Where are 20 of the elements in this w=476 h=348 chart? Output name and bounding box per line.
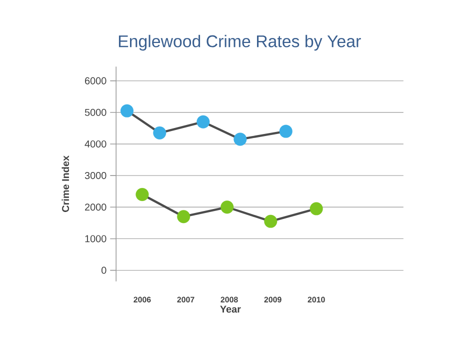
point — [177, 210, 190, 224]
y-tick-label: 5000 — [84, 108, 106, 116]
y-tick-label: 4000 — [84, 140, 106, 148]
point — [310, 202, 323, 216]
point — [136, 188, 149, 202]
point — [120, 104, 134, 118]
chart-title: Englewood Crime Rates by Year — [118, 34, 361, 51]
y-tick-label: 3000 — [84, 172, 106, 180]
point — [234, 132, 247, 146]
y-tick-label: 0 — [102, 266, 106, 274]
x-axis-title: Year — [220, 306, 241, 313]
point — [153, 126, 166, 140]
point — [196, 115, 210, 128]
point — [279, 124, 292, 138]
y-tick-label: 6000 — [85, 77, 106, 84]
y-tick-label: 1000 — [85, 235, 106, 242]
point — [220, 200, 234, 214]
y-axis-title: Crime Index — [62, 156, 70, 212]
y-tick-label: 2000 — [85, 204, 106, 211]
point — [264, 214, 278, 228]
